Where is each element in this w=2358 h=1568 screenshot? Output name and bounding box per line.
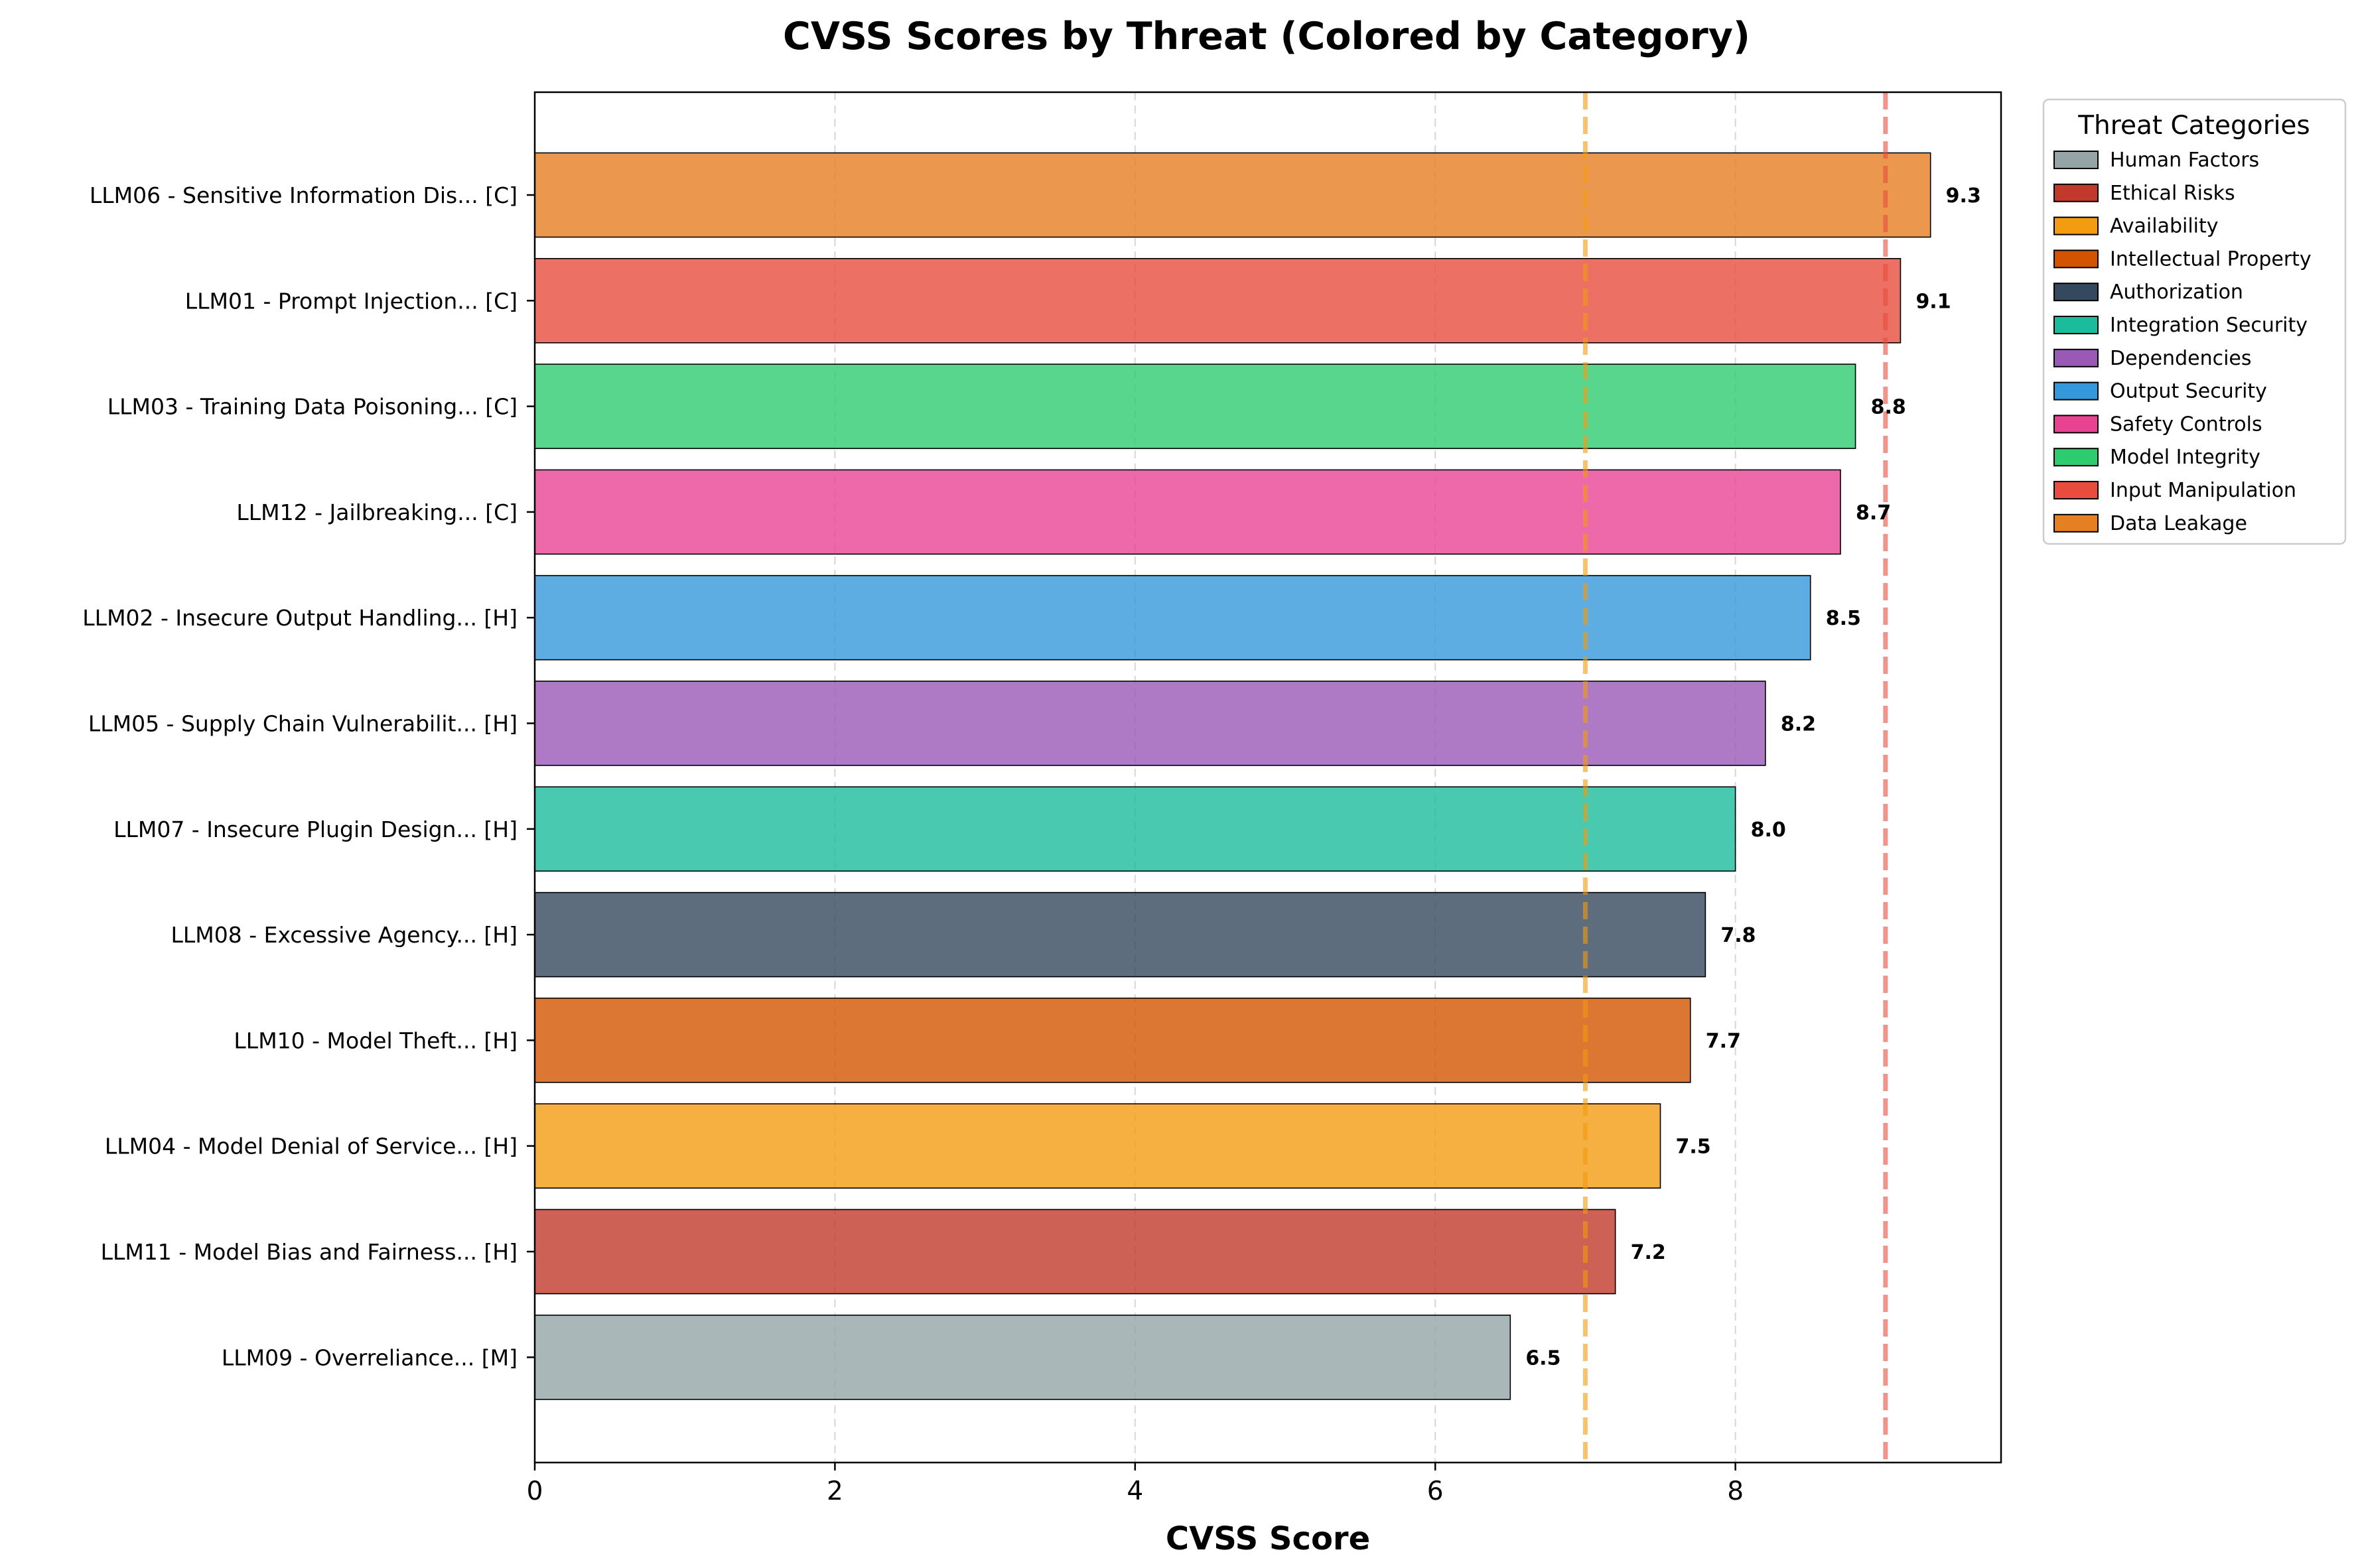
- y-tick-label: LLM06 - Sensitive Information Dis... [C]: [90, 182, 518, 208]
- bar: [534, 681, 1766, 766]
- value-label: 8.0: [1751, 818, 1786, 842]
- legend-label: Dependencies: [2110, 347, 2252, 370]
- x-tick-label: 0: [527, 1476, 543, 1506]
- y-tick-label: LLM04 - Model Denial of Service... [H]: [105, 1134, 518, 1159]
- legend-swatch: [2053, 481, 2099, 499]
- legend-label: Output Security: [2110, 380, 2267, 403]
- value-label: 9.3: [1946, 184, 1981, 208]
- legend-swatch: [2053, 513, 2099, 533]
- legend-swatch: [2053, 216, 2099, 235]
- value-label: 6.5: [1525, 1346, 1560, 1370]
- y-tick-label: LLM08 - Excessive Agency... [H]: [171, 922, 518, 948]
- value-label: 9.1: [1915, 290, 1951, 313]
- y-tick-labels: LLM06 - Sensitive Information Dis... [C]…: [82, 182, 535, 1370]
- bar: [534, 469, 1841, 555]
- y-tick-label: LLM12 - Jailbreaking... [C]: [236, 499, 518, 525]
- value-label: 7.8: [1720, 924, 1756, 947]
- legend-label: Authorization: [2110, 281, 2243, 304]
- bar: [534, 786, 1736, 872]
- value-label: 7.2: [1631, 1241, 1666, 1264]
- legend-label: Intellectual Property: [2110, 247, 2312, 271]
- legend-swatch: [2053, 316, 2099, 334]
- y-tick-label: LLM01 - Prompt Injection... [C]: [185, 288, 518, 314]
- plot-frame: [533, 91, 2002, 1464]
- x-tick-label: 2: [827, 1476, 843, 1506]
- y-tick-label: LLM10 - Model Theft... [H]: [234, 1027, 518, 1053]
- value-label: 8.2: [1781, 713, 1816, 736]
- legend-label: Input Manipulation: [2110, 479, 2296, 502]
- bar: [534, 1209, 1616, 1295]
- x-tick-label: 6: [1427, 1476, 1444, 1506]
- value-label: 8.7: [1856, 501, 1891, 525]
- reference-lines: [1582, 92, 1888, 1463]
- legend: Threat Categories Human Factors Ethical R…: [2042, 98, 2347, 545]
- x-tick-label: 8: [1727, 1476, 1744, 1506]
- bar: [534, 363, 1856, 449]
- value-label: 7.5: [1676, 1136, 1711, 1159]
- legend-box: [2042, 98, 2347, 545]
- chart-title: CVSS Scores by Threat (Colored by Catego…: [783, 15, 1750, 58]
- bar: [534, 257, 1902, 344]
- legend-swatch: [2053, 448, 2099, 467]
- value-label: 8.5: [1826, 607, 1861, 630]
- legend-swatch: [2053, 415, 2099, 434]
- bar: [534, 152, 1931, 238]
- legend-label: Ethical Risks: [2110, 182, 2235, 205]
- y-tick-label: LLM02 - Insecure Output Handling... [H]: [82, 605, 518, 631]
- bars: [534, 152, 1931, 1400]
- bar: [534, 998, 1691, 1083]
- x-tick-label: 4: [1127, 1476, 1143, 1506]
- legend-swatch: [2053, 348, 2099, 367]
- legend-swatch: [2053, 381, 2099, 401]
- value-labels: 9.3 9.1 8.8 8.7 8.5 8.2 8.0 7.8 7.7 7.5 7.2 6.5: [1525, 184, 1981, 1370]
- legend-swatch: [2053, 151, 2099, 169]
- legend-label: Model Integrity: [2110, 446, 2260, 469]
- legend-label: Availability: [2110, 215, 2219, 238]
- legend-label: Integration Security: [2110, 314, 2308, 337]
- y-tick-label: LLM07 - Insecure Plugin Design... [H]: [113, 817, 518, 842]
- legend-label: Human Factors: [2110, 149, 2259, 172]
- legend-label: Safety Controls: [2110, 413, 2262, 436]
- legend-label: Data Leakage: [2110, 512, 2247, 535]
- x-axis-label: CVSS Score: [1166, 1520, 1370, 1557]
- y-tick-label: LLM09 - Overreliance... [M]: [222, 1344, 518, 1370]
- value-label: 7.7: [1706, 1029, 1741, 1053]
- y-tick-label: LLM05 - Supply Chain Vulnerabilit... [H]: [88, 711, 518, 737]
- y-tick-label: LLM03 - Training Data Poisoning... [C]: [107, 394, 518, 420]
- legend-swatch: [2053, 283, 2099, 302]
- legend-title: Threat Categories: [2077, 111, 2310, 141]
- bar: [534, 574, 1811, 661]
- bar: [534, 1103, 1661, 1189]
- value-label: 8.8: [1871, 396, 1906, 419]
- bar: [534, 891, 1706, 978]
- legend-swatch: [2053, 183, 2099, 202]
- x-tick-labels: 0 2 4 6 8: [527, 1463, 1744, 1506]
- legend-swatch: [2053, 249, 2099, 269]
- y-tick-label: LLM11 - Model Bias and Fairness... [H]: [101, 1239, 518, 1265]
- bar: [534, 1315, 1511, 1400]
